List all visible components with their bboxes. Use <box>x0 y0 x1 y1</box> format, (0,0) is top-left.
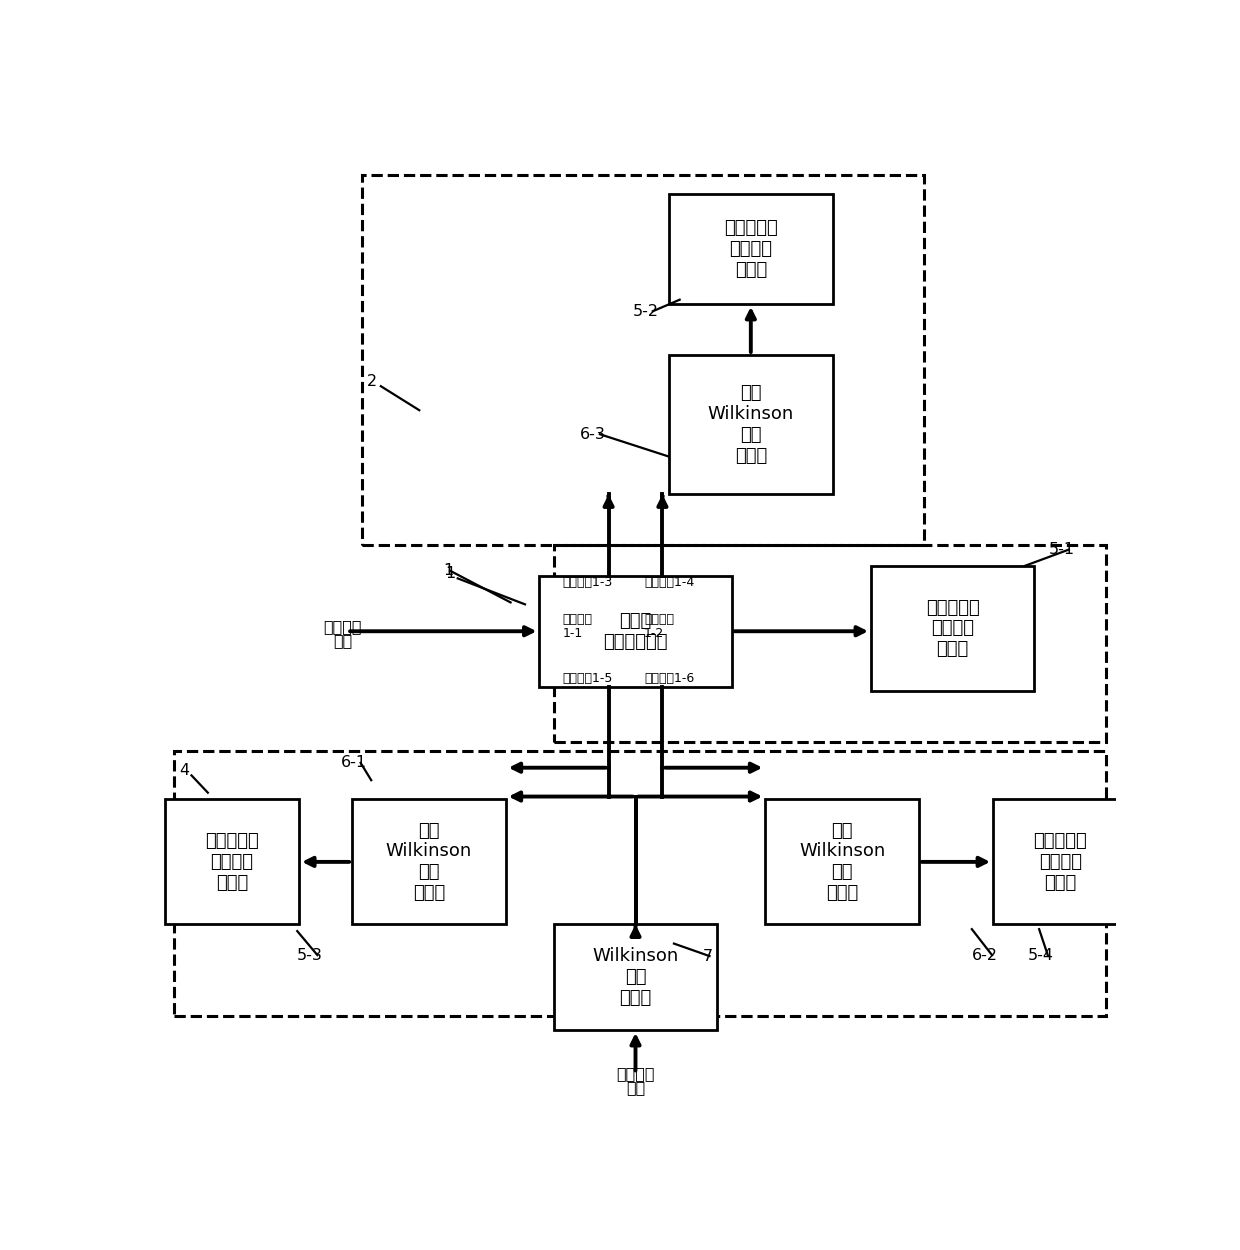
Text: 5-4: 5-4 <box>1028 948 1054 962</box>
Text: Wilkinson
功率
分配器: Wilkinson 功率 分配器 <box>593 948 678 1008</box>
Text: 1: 1 <box>444 564 454 579</box>
Text: 5-2: 5-2 <box>632 304 658 319</box>
Text: 第三
Wilkinson
功率
合成器: 第三 Wilkinson 功率 合成器 <box>708 385 794 465</box>
Text: 第四间接式
微波功率
传感器: 第四间接式 微波功率 传感器 <box>1033 832 1087 891</box>
Bar <box>352 800 506 924</box>
Text: 输入: 输入 <box>332 634 352 649</box>
Text: 6-3: 6-3 <box>580 426 605 441</box>
Text: 六端口
悬臂梁耦合器: 六端口 悬臂梁耦合器 <box>603 611 668 651</box>
Bar <box>993 800 1127 924</box>
Text: 1-1: 1-1 <box>563 626 583 640</box>
Bar <box>554 545 1106 741</box>
Text: 第六端口1-6: 第六端口1-6 <box>644 671 694 685</box>
Text: 4: 4 <box>179 762 190 778</box>
Text: 参考信号: 参考信号 <box>616 1066 655 1081</box>
Text: 输入: 输入 <box>626 1080 645 1095</box>
Text: 5-1: 5-1 <box>1049 542 1075 558</box>
Text: 1: 1 <box>445 566 455 581</box>
Bar <box>765 800 919 924</box>
Text: 2: 2 <box>367 374 377 389</box>
Bar <box>670 355 832 494</box>
Text: 第一端口: 第一端口 <box>563 614 593 626</box>
Bar <box>165 800 299 924</box>
Text: 7: 7 <box>703 949 713 964</box>
Text: 第三间接式
微波功率
传感器: 第三间接式 微波功率 传感器 <box>205 832 259 891</box>
Text: 第一间接式
微波功率
传感器: 第一间接式 微波功率 传感器 <box>926 599 980 659</box>
Text: 待测信号: 待测信号 <box>324 619 362 634</box>
Bar <box>554 924 717 1030</box>
Text: 第一
Wilkinson
功率
合成器: 第一 Wilkinson 功率 合成器 <box>386 821 472 902</box>
Text: 5-3: 5-3 <box>298 948 324 962</box>
Text: 6-1: 6-1 <box>341 755 367 770</box>
Text: 第二端口: 第二端口 <box>644 614 675 626</box>
Bar <box>174 751 1106 1016</box>
Text: 第二间接式
微波功率
传感器: 第二间接式 微波功率 传感器 <box>724 219 777 279</box>
Text: 第三端口1-3: 第三端口1-3 <box>563 576 613 589</box>
Bar <box>670 194 832 304</box>
Bar <box>870 566 1034 691</box>
Text: 第二
Wilkinson
功率
合成器: 第二 Wilkinson 功率 合成器 <box>799 821 885 902</box>
Text: 第四端口1-4: 第四端口1-4 <box>644 576 694 589</box>
Bar <box>362 175 924 545</box>
Text: 6-2: 6-2 <box>972 948 998 962</box>
Bar <box>539 576 732 686</box>
Text: 1-2: 1-2 <box>644 626 665 640</box>
Text: 第五端口1-5: 第五端口1-5 <box>563 671 613 685</box>
